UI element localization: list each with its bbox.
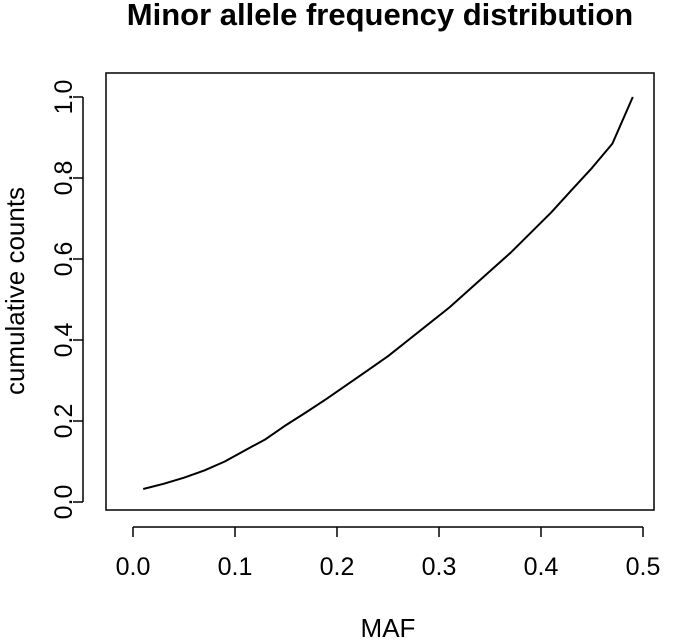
series-line: [142, 96, 634, 490]
x-tick-label: 0.1: [218, 553, 253, 581]
y-tick-label: 0.8: [50, 161, 78, 196]
chart-title: Minor allele frequency distribution: [127, 0, 633, 32]
y-tick-label: 0.0: [50, 485, 78, 520]
x-tick-label: 0.0: [116, 553, 151, 581]
y-axis: 0.0 0.2 0.4 0.6 0.8 1.0: [50, 80, 84, 520]
series-group: [142, 96, 634, 490]
x-tick-label: 0.2: [320, 553, 355, 581]
y-tick-label: 0.6: [50, 242, 78, 277]
y-axis-label: cumulative counts: [0, 187, 30, 395]
plot-frame: [105, 72, 655, 511]
y-tick-label: 0.2: [50, 404, 78, 439]
x-axis: 0.0 0.1 0.2 0.3 0.4 0.5: [116, 526, 661, 581]
x-tick-label: 0.4: [524, 553, 559, 581]
x-axis-label: MAF: [361, 613, 416, 641]
y-tick-label: 1.0: [50, 80, 78, 115]
x-tick-label: 0.5: [626, 553, 661, 581]
y-tick-label: 0.4: [50, 323, 78, 358]
x-tick-label: 0.3: [422, 553, 457, 581]
